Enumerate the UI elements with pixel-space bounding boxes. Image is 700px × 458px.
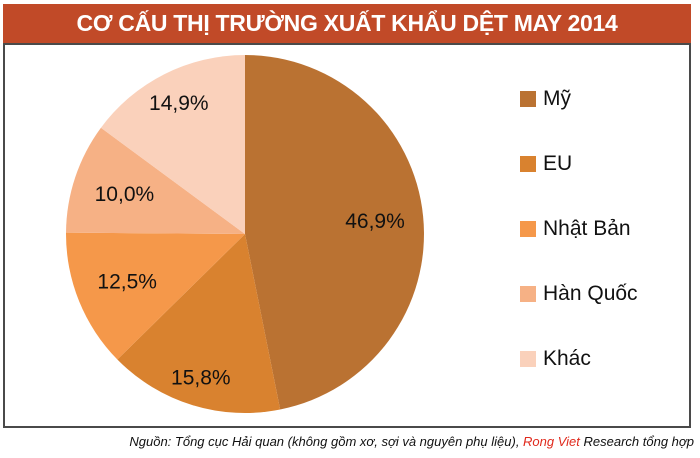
legend-label-nhat-ban: Nhật Bản xyxy=(543,217,631,240)
pie-slice-my xyxy=(245,55,424,410)
pie-slice-label-my: 46,9% xyxy=(345,210,405,233)
pie-slice-han-quoc xyxy=(66,127,245,234)
legend-swatch-eu xyxy=(520,156,536,172)
pie-slice-khac xyxy=(100,55,245,234)
pie-slice-label-nhat-ban: 12,5% xyxy=(97,271,157,294)
legend-item-khac: Khác xyxy=(520,347,638,370)
source-note-brand: Rong Viet xyxy=(523,434,580,449)
legend-swatch-nhat-ban xyxy=(520,221,536,237)
legend-label-han-quoc: Hàn Quốc xyxy=(543,282,638,305)
pie-chart: 46,9% 15,8% 12,5% 10,0% 14,9% xyxy=(66,55,424,413)
source-note: Nguồn: Tổng cục Hải quan (không gồm xơ, … xyxy=(4,434,694,449)
chart-title: CƠ CẤU THỊ TRƯỜNG XUẤT KHẨU DỆT MAY 2014 xyxy=(76,10,618,36)
pie-slice-label-khac: 14,9% xyxy=(149,92,209,115)
pie-slice-nhat-ban xyxy=(66,232,245,360)
legend-item-eu: EU xyxy=(520,152,638,175)
legend-label-eu: EU xyxy=(543,152,573,175)
source-note-text: Nguồn: Tổng cục Hải quan (không gồm xơ, … xyxy=(129,434,524,449)
legend-swatch-khac xyxy=(520,351,536,367)
pie-slice-label-eu: 15,8% xyxy=(171,367,231,390)
legend-item-nhat-ban: Nhật Bản xyxy=(520,217,638,240)
legend-item-my: Mỹ xyxy=(520,87,638,110)
legend-label-my: Mỹ xyxy=(543,87,571,110)
chart-title-bar: CƠ CẤU THỊ TRƯỜNG XUẤT KHẨU DỆT MAY 2014 xyxy=(3,4,691,43)
legend-swatch-my xyxy=(520,91,536,107)
source-note-suffix: Research tổng hợp xyxy=(579,434,694,449)
pie-slice-label-han-quoc: 10,0% xyxy=(95,183,155,206)
legend-swatch-han-quoc xyxy=(520,286,536,302)
pie-slice-eu xyxy=(117,234,281,413)
legend-item-han-quoc: Hàn Quốc xyxy=(520,282,638,305)
chart-legend: Mỹ EU Nhật Bản Hàn Quốc Khác xyxy=(520,87,638,370)
legend-label-khac: Khác xyxy=(543,347,591,370)
